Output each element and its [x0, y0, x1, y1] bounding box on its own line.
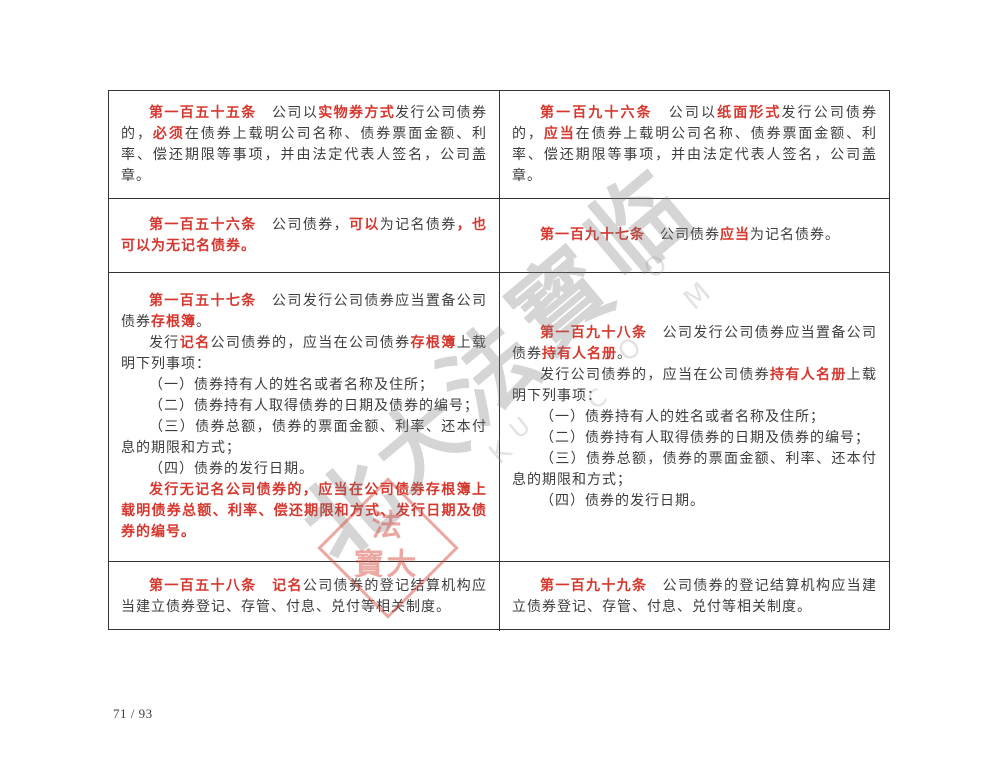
article-text: 公司以	[652, 105, 718, 121]
emphasis-red-text: 第一百五十五条	[149, 105, 257, 121]
emphasis-red-text: 第一百五十六条	[149, 217, 257, 233]
article-text: 公司债券，	[256, 217, 349, 233]
article-paragraph: 第一百五十七条 公司发行公司债券应当置备公司债券存根簿。	[121, 291, 487, 333]
comparison-table: 第一百五十五条 公司以实物券方式发行公司债券的，必须在债券上载明公司名称、债券票…	[108, 90, 890, 631]
article-cell-left-row3: 第一百五十七条 公司发行公司债券应当置备公司债券存根簿。 发行记名公司债券的，应当…	[109, 272, 499, 561]
article-paragraph: 第一百九十八条 公司发行公司债券应当置备公司债券持有人名册。	[512, 323, 877, 365]
article-paragraph: 第一百五十六条 公司债券，可以为记名债券，也可以为无记名债券。	[121, 215, 487, 257]
emphasis-red-text: 第一百九十六条	[540, 105, 653, 121]
article-text: （三）债券总额，债券的票面金额、利率、还本付息的期限和方式；	[121, 420, 487, 456]
article-text: （三）债券总额，债券的票面金额、利率、还本付息的期限和方式；	[512, 451, 877, 488]
article-text: 。	[617, 346, 632, 362]
article-paragraph: 第一百五十五条 公司以实物券方式发行公司债券的，必须在债券上载明公司名称、债券票…	[121, 103, 487, 187]
article-text: 公司债券	[645, 228, 720, 243]
article-text: 公司发行公司债券应当置备公司债券	[512, 325, 878, 362]
article-text: 公司发行公司债券应当置备公司债券	[121, 294, 488, 330]
article-paragraph: （一）债券持有人的姓名或者名称及住所；	[121, 375, 487, 396]
article-text: 上载明下列事项：	[512, 367, 878, 404]
article-text: （二）债券持有人取得债券的日期及债券的编号；	[149, 399, 479, 414]
emphasis-red-text: 实物券方式	[318, 105, 396, 121]
emphasis-red-text: 第一百九十八条	[540, 325, 648, 341]
article-paragraph: （三）债券总额，债券的票面金额、利率、还本付息的期限和方式；	[121, 417, 487, 459]
emphasis-red-text: 存根簿	[410, 336, 457, 351]
article-text	[257, 579, 272, 594]
emphasis-red-text: ，也可以为无记名债券。	[121, 217, 488, 254]
article-paragraph: （二）债券持有人取得债券的日期及债券的编号；	[121, 396, 487, 417]
emphasis-red-text: 第一百五十八条	[149, 578, 257, 594]
article-paragraph: （三）债券总额，债券的票面金额、利率、还本付息的期限和方式；	[512, 449, 877, 491]
emphasis-red-text: 应当	[720, 228, 750, 243]
article-cell-right-row4: 第一百九十九条 公司债券的登记结算机构应当建立债券登记、存管、付息、兑付等相关制…	[499, 561, 889, 631]
emphasis-red-text: 存根簿	[151, 315, 196, 330]
emphasis-red-text: 第一百五十七条	[149, 294, 257, 309]
emphasis-red-text: 记名	[179, 336, 211, 351]
article-text: 上载明下列事项：	[121, 336, 488, 372]
article-text: （一）债券持有人的姓名或者名称及住所；	[149, 378, 434, 393]
article-cell-right-row3: 第一百九十八条 公司发行公司债券应当置备公司债券持有人名册。 发行公司债券的，应当…	[499, 272, 889, 561]
article-cell-right-row1: 第一百九十六条 公司以纸面形式发行公司债券的，应当在债券上载明公司名称、债券票面…	[499, 91, 889, 198]
article-paragraph: 第一百九十九条 公司债券的登记结算机构应当建立债券登记、存管、付息、兑付等相关制…	[512, 576, 877, 618]
article-paragraph: 发行公司债券的，应当在公司债券持有人名册上载明下列事项：	[512, 365, 877, 407]
article-paragraph: （一）债券持有人的姓名或者名称及住所；	[512, 407, 877, 428]
article-text: 为记名债券	[379, 217, 457, 233]
emphasis-red-text: 第一百九十九条	[540, 578, 648, 594]
emphasis-red-text: 应当	[543, 126, 576, 142]
article-text: 公司债券的登记结算机构应当建立债券登记、存管、付息、兑付等相关制度。	[121, 578, 488, 615]
emphasis-red-text: 发行无记名公司债券的，应当在公司债券存根簿上载明债券总额、利率、偿还期限和方式、…	[121, 483, 487, 540]
article-text: 公司以	[256, 105, 319, 121]
article-paragraph: （四）债券的发行日期。	[512, 491, 877, 512]
article-paragraph: 第一百九十七条 公司债券应当为记名债券。	[512, 225, 877, 246]
page-number: 71 / 93	[113, 706, 153, 721]
article-paragraph: 发行无记名公司债券的，应当在公司债券存根簿上载明债券总额、利率、偿还期限和方式、…	[121, 480, 487, 543]
article-cell-left-row1: 第一百五十五条 公司以实物券方式发行公司债券的，必须在债券上载明公司名称、债券票…	[109, 91, 499, 198]
article-text: （一）债券持有人的姓名或者名称及住所；	[540, 409, 825, 425]
article-text: 公司债券的，应当在公司债券	[210, 336, 411, 351]
article-text: （四）债券的发行日期。	[540, 493, 705, 509]
article-paragraph: 第一百九十六条 公司以纸面形式发行公司债券的，应当在债券上载明公司名称、债券票面…	[512, 103, 877, 187]
article-text: （四）债券的发行日期。	[149, 462, 314, 477]
article-text: 。	[196, 315, 211, 330]
article-text: 发行公司债券的，应当在公司债券	[540, 367, 770, 383]
article-cell-left-row4: 第一百五十八条 记名公司债券的登记结算机构应当建立债券登记、存管、付息、兑付等相…	[109, 561, 499, 631]
article-text: 公司债券的登记结算机构应当建立债券登记、存管、付息、兑付等相关制度。	[512, 578, 878, 615]
emphasis-red-text: 持有人名册	[542, 346, 617, 362]
article-text: 发行公司债券的，	[121, 105, 488, 142]
article-text: 为记名债券。	[750, 228, 840, 243]
article-cell-right-row2: 第一百九十七条 公司债券应当为记名债券。	[499, 198, 889, 272]
emphasis-red-text: 必须	[152, 126, 185, 142]
article-paragraph: （四）债券的发行日期。	[121, 459, 487, 480]
article-cell-left-row2: 第一百五十六条 公司债券，可以为记名债券，也可以为无记名债券。	[109, 198, 499, 272]
article-text: 发行	[149, 336, 180, 351]
emphasis-red-text: 可以	[348, 217, 380, 233]
emphasis-red-text: 记名	[272, 578, 303, 594]
article-paragraph: 第一百五十八条 记名公司债券的登记结算机构应当建立债券登记、存管、付息、兑付等相…	[121, 576, 487, 618]
article-text: 在债券上载明公司名称、债券票面金额、利率、偿还期限等事项，并由法定代表人签名，公…	[121, 126, 488, 184]
article-text: 发行公司债券的，	[512, 105, 878, 142]
emphasis-red-text: 持有人名册	[770, 367, 847, 383]
article-text: （二）债券持有人取得债券的日期及债券的编号；	[540, 430, 870, 446]
emphasis-red-text: 第一百九十七条	[540, 228, 645, 243]
article-paragraph: （二）债券持有人取得债券的日期及债券的编号；	[512, 428, 877, 449]
article-text: 在债券上载明公司名称、债券票面金额、利率、偿还期限等事项，并由法定代表人签名，公…	[512, 126, 878, 184]
emphasis-red-text: 纸面形式	[717, 105, 782, 121]
article-paragraph: 发行记名公司债券的，应当在公司债券存根簿上载明下列事项：	[121, 333, 487, 375]
